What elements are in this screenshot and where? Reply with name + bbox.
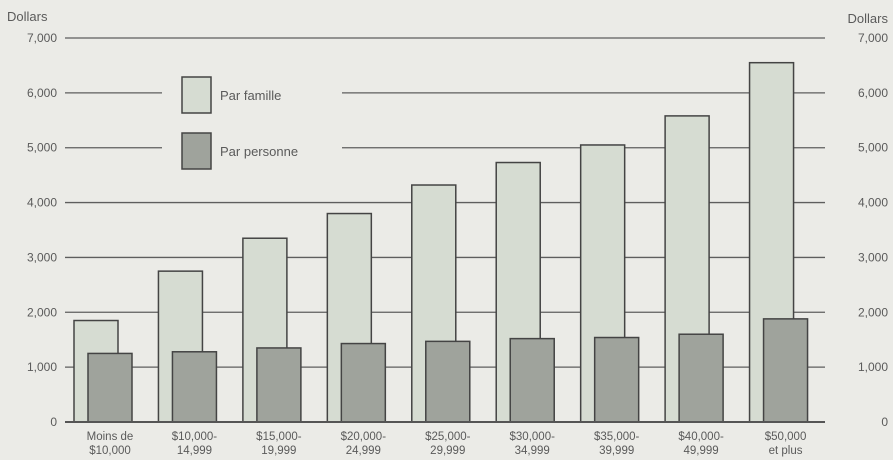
legend-label-par-famille: Par famille [220,88,281,103]
y-tick-label-left: 3,000 [27,250,57,264]
y-tick-label-right: 4,000 [858,196,888,210]
bars [73,61,809,423]
y-tick-label-right: 3,000 [858,250,888,264]
bar-par-personne [340,342,387,423]
legend-swatch-par-famille [181,76,212,114]
y-tick-label-left: 7,000 [27,31,57,45]
x-tick-label: $20,000-24,999 [341,431,387,457]
x-tick-label: $10,000-14,999 [172,431,218,457]
y-tick-label-right: 0 [881,415,888,429]
y-axis-left-unit: Dollars [7,9,48,24]
x-tick-label: $35,000-39,999 [594,431,640,457]
x-tick-label: Moins de $10,000 [87,431,134,457]
y-tick-label-right: 5,000 [858,141,888,155]
y-tick-label-left: 1,000 [27,360,57,374]
y-axis-left-ticks: 0 1,000 2,000 3,000 4,000 5,000 6,000 7,000 [27,31,57,429]
x-tick-label: $15,000-19,999 [256,431,302,457]
y-axis-right-ticks: 0 1,000 2,000 3,000 4,000 5,000 6,000 7,000 [858,31,888,429]
y-axis-right-unit: Dollars [848,11,889,26]
y-tick-label-right: 1,000 [858,360,888,374]
bar-par-personne [593,336,640,423]
y-tick-label-left: 4,000 [27,196,57,210]
bar-par-personne [171,351,218,423]
legend-swatch-par-personne [181,132,212,170]
bar-par-personne [87,352,133,423]
y-tick-label-left: 6,000 [27,86,57,100]
y-tick-label-right: 6,000 [858,86,888,100]
y-tick-label-left: 5,000 [27,141,57,155]
legend-label-par-personne: Par personne [220,144,298,159]
bar-par-personne [762,318,809,423]
x-tick-label: $50,000 et plus [765,431,807,457]
bar-par-personne [256,347,302,423]
y-tick-label-right: 2,000 [858,305,888,319]
bar-par-personne [509,337,555,423]
bar-par-personne [425,340,471,423]
legend: Par famille Par personne [162,70,342,178]
y-tick-label-left: 2,000 [27,305,57,319]
y-tick-label-left: 0 [50,415,57,429]
bar-par-personne [678,333,724,423]
x-axis-category-labels: Moins de $10,000 $10,000-14,999 $15,000-19,… [87,431,807,457]
y-tick-label-right: 7,000 [858,31,888,45]
x-tick-label: $25,000-29,999 [425,431,471,457]
x-tick-label: $40,000-49,999 [678,431,724,457]
x-tick-label: $30,000-34,999 [510,431,556,457]
